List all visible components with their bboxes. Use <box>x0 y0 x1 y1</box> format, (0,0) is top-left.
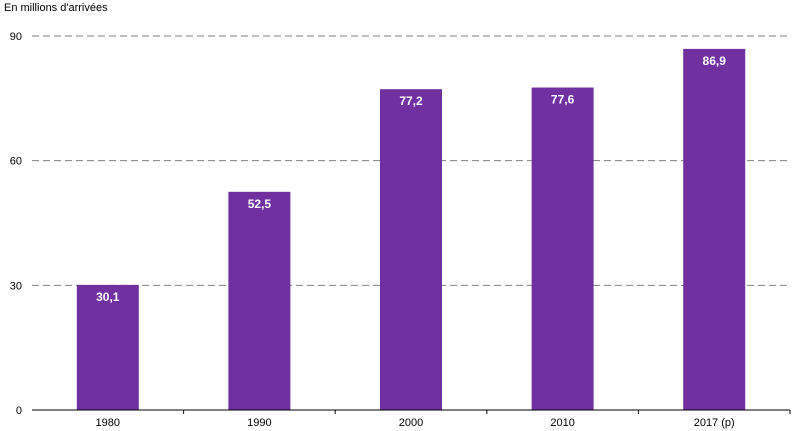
bar <box>531 87 594 410</box>
bar-value-label: 77,2 <box>399 94 423 108</box>
x-tick-label: 2000 <box>399 417 423 429</box>
x-tick-label: 2017 (p) <box>694 417 735 429</box>
bar-value-label: 52,5 <box>248 197 272 211</box>
y-tick-label: 90 <box>10 31 22 43</box>
x-axis-ticks: 1980 1990 2000 2010 2017 (p) <box>96 410 791 429</box>
y-axis-unit-label: En millions d'arrivées <box>4 2 108 14</box>
x-tick-label: 1980 <box>96 417 120 429</box>
bar-value-label: 30,1 <box>96 290 120 304</box>
x-tick-label: 2010 <box>550 417 574 429</box>
bar <box>228 191 291 410</box>
bar <box>76 284 139 410</box>
bar <box>380 89 442 411</box>
bar-value-label: 86,9 <box>703 54 727 68</box>
bars <box>76 48 746 411</box>
y-tick-label: 0 <box>16 405 22 417</box>
data-labels: 30,1 52,5 77,2 77,6 86,9 <box>96 54 726 304</box>
bar <box>683 48 746 410</box>
x-tick-label: 1990 <box>247 417 271 429</box>
y-tick-label: 60 <box>10 156 22 168</box>
y-axis-ticks: 0 30 60 90 <box>10 31 22 417</box>
bar-value-label: 77,6 <box>551 93 575 107</box>
y-tick-label: 30 <box>10 280 22 292</box>
